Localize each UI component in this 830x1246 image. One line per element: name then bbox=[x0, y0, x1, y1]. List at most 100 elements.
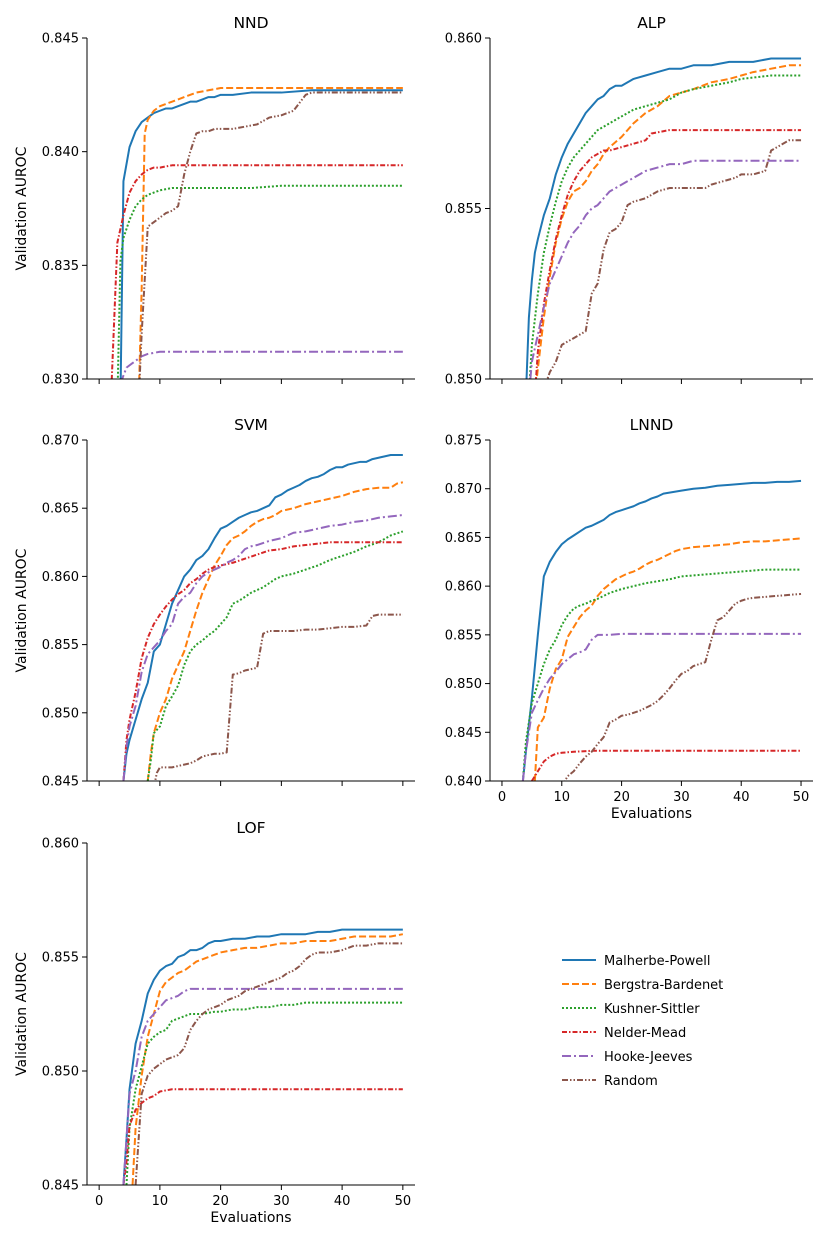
x-tick-label: 20 bbox=[212, 1194, 229, 1209]
legend-label-hooke-jeeves: Hooke-Jeeves bbox=[604, 1050, 693, 1065]
y-tick-label: 0.845 bbox=[42, 32, 79, 47]
series-group bbox=[521, 479, 802, 781]
series-line-kushner-sittler bbox=[521, 568, 802, 781]
series-line-kushner-sittler bbox=[125, 1001, 403, 1185]
y-tick-label: 0.865 bbox=[445, 531, 482, 546]
legend-entry: Kushner-Sittler bbox=[562, 1002, 700, 1017]
series-group bbox=[122, 928, 404, 1185]
x-tick-label: 40 bbox=[334, 1194, 351, 1209]
series-line-nelder-mead bbox=[110, 164, 403, 379]
series-line-hooke-jeeves bbox=[122, 514, 403, 781]
series-line-bergstra-bardenet bbox=[146, 481, 404, 781]
y-tick-label: 0.845 bbox=[445, 726, 482, 741]
series-line-bergstra-bardenet bbox=[131, 933, 404, 1185]
y-tick-label: 0.855 bbox=[42, 951, 79, 966]
x-tick-label: 40 bbox=[733, 790, 750, 805]
series-line-random bbox=[138, 91, 403, 379]
y-tick-label: 0.840 bbox=[445, 775, 482, 790]
series-line-bergstra-bardenet bbox=[533, 537, 802, 781]
legend-entry: Nelder-Mead bbox=[562, 1026, 686, 1041]
y-tick-label: 0.865 bbox=[42, 502, 79, 517]
y-tick-label: 0.855 bbox=[42, 638, 79, 653]
y-tick-label: 0.870 bbox=[42, 434, 79, 449]
legend-label-random: Random bbox=[604, 1074, 658, 1089]
y-tick-label: 0.850 bbox=[445, 373, 482, 388]
panel-lof: 0.845 0.850 0.855 0.860 0 10 20 30 40 50 LOF Evalua… bbox=[14, 819, 415, 1226]
x-tick-label: 10 bbox=[152, 1194, 169, 1209]
panel-title: NND bbox=[233, 14, 268, 32]
series-line-hooke-jeeves bbox=[521, 632, 802, 781]
panel-svm: 0.845 0.850 0.855 0.860 0.865 0.870 SVM Validat… bbox=[14, 416, 415, 790]
legend-entry: Hooke-Jeeves bbox=[562, 1050, 693, 1065]
panel-nnd: 0.830 0.835 0.840 0.845 NND Validation AUROC bbox=[14, 14, 415, 388]
y-tick-label: 0.850 bbox=[445, 677, 482, 692]
series-line-malherbe-powell bbox=[521, 479, 802, 781]
series-line-hooke-jeeves bbox=[121, 350, 403, 379]
x-tick-label: 20 bbox=[613, 790, 630, 805]
legend-label-nelder-mead: Nelder-Mead bbox=[604, 1026, 686, 1041]
series-line-random bbox=[154, 613, 403, 781]
y-tick-label: 0.855 bbox=[445, 202, 482, 217]
x-tick-label: 30 bbox=[273, 1194, 290, 1209]
series-line-malherbe-powell bbox=[119, 89, 403, 379]
panel-title: ALP bbox=[637, 14, 666, 32]
series-line-nelder-mead bbox=[122, 541, 403, 781]
y-tick-label: 0.850 bbox=[42, 1065, 79, 1080]
series-group bbox=[122, 454, 404, 781]
series-line-kushner-sittler bbox=[146, 530, 404, 781]
x-axis-label: Evaluations bbox=[611, 806, 692, 822]
series-line-nelder-mead bbox=[535, 129, 802, 379]
series-line-nelder-mead bbox=[531, 749, 802, 781]
series-line-random bbox=[546, 139, 802, 379]
y-tick-label: 0.860 bbox=[445, 580, 482, 595]
series-group bbox=[525, 57, 802, 379]
series-line-hooke-jeeves bbox=[122, 987, 403, 1185]
y-tick-label: 0.845 bbox=[42, 1179, 79, 1194]
series-group bbox=[110, 87, 403, 379]
y-axis-label: Validation AUROC bbox=[14, 952, 30, 1076]
series-line-kushner-sittler bbox=[116, 184, 403, 379]
legend-entry: Random bbox=[562, 1074, 658, 1089]
y-tick-label: 0.860 bbox=[42, 570, 79, 585]
panel-title: LOF bbox=[236, 819, 265, 837]
y-tick-label: 0.845 bbox=[42, 775, 79, 790]
y-tick-label: 0.860 bbox=[42, 837, 79, 852]
series-line-nelder-mead bbox=[122, 1088, 403, 1185]
x-tick-label: 30 bbox=[673, 790, 690, 805]
y-tick-label: 0.835 bbox=[42, 259, 79, 274]
series-line-hooke-jeeves bbox=[529, 159, 802, 379]
x-tick-label: 50 bbox=[793, 790, 810, 805]
panel-lnnd: 0.840 0.845 0.850 0.855 0.860 0.865 0.870 0.875… bbox=[445, 416, 813, 822]
series-line-kushner-sittler bbox=[528, 74, 802, 379]
x-tick-label: 0 bbox=[498, 790, 506, 805]
x-axis-label: Evaluations bbox=[210, 1210, 291, 1226]
legend-label-malherbe-powell: Malherbe-Powell bbox=[604, 954, 711, 969]
x-tick-label: 50 bbox=[395, 1194, 412, 1209]
x-tick-label: 10 bbox=[554, 790, 571, 805]
legend: Malherbe-Powell Bergstra-Bardenet Kushne… bbox=[562, 954, 723, 1089]
y-axis-label: Validation AUROC bbox=[14, 146, 30, 270]
legend-entry: Malherbe-Powell bbox=[562, 954, 711, 969]
y-tick-label: 0.870 bbox=[445, 482, 482, 497]
panel-title: SVM bbox=[234, 416, 268, 434]
series-line-random bbox=[134, 942, 403, 1185]
legend-entry: Bergstra-Bardenet bbox=[562, 978, 723, 993]
y-tick-label: 0.860 bbox=[445, 32, 482, 47]
series-line-bergstra-bardenet bbox=[138, 87, 403, 379]
series-line-malherbe-powell bbox=[122, 454, 403, 781]
series-line-random bbox=[563, 592, 802, 781]
x-tick-label: 0 bbox=[95, 1194, 103, 1209]
panel-title: LNND bbox=[630, 416, 674, 434]
y-tick-label: 0.850 bbox=[42, 706, 79, 721]
legend-label-kushner-sittler: Kushner-Sittler bbox=[604, 1002, 700, 1017]
panel-alp: 0.850 0.855 0.860 ALP bbox=[445, 14, 813, 388]
y-tick-label: 0.855 bbox=[445, 628, 482, 643]
series-line-bergstra-bardenet bbox=[535, 64, 802, 379]
y-tick-label: 0.840 bbox=[42, 145, 79, 160]
y-tick-label: 0.830 bbox=[42, 373, 79, 388]
y-axis-label: Validation AUROC bbox=[14, 548, 30, 672]
series-line-malherbe-powell bbox=[122, 928, 403, 1185]
legend-label-bergstra-bardenet: Bergstra-Bardenet bbox=[604, 978, 723, 993]
series-line-malherbe-powell bbox=[525, 57, 802, 379]
